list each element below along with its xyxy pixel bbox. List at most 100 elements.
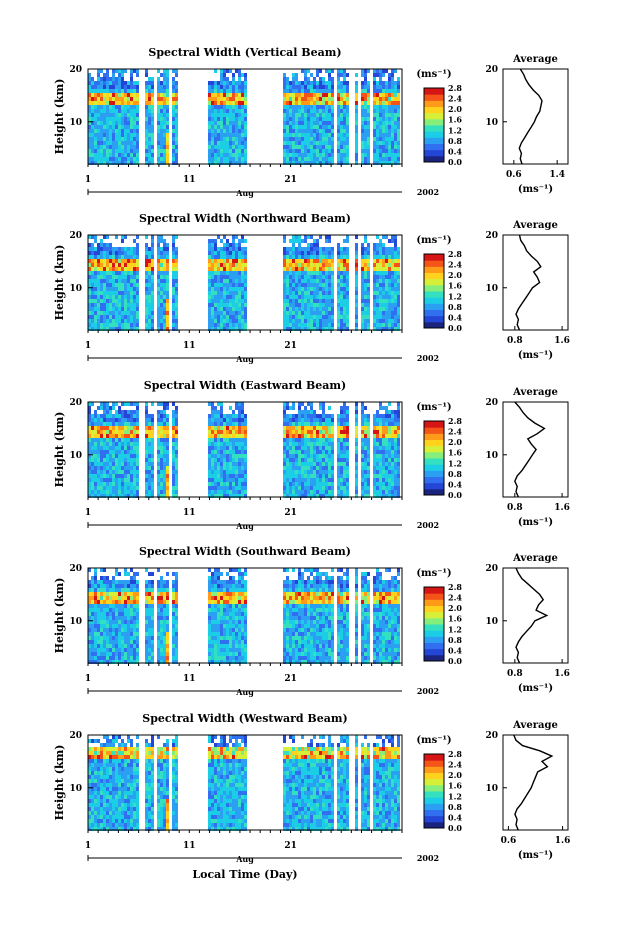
- heatmap-cell: [379, 255, 382, 259]
- heatmap-cell: [211, 462, 214, 466]
- heatmap-cell: [289, 478, 292, 482]
- heatmap-cell: [313, 486, 316, 490]
- heatmap-cell: [112, 85, 115, 89]
- heatmap-cell: [307, 402, 310, 406]
- heatmap-cell: [232, 73, 235, 77]
- heatmap-cell: [283, 466, 286, 470]
- heatmap-cell: [325, 133, 328, 137]
- heatmap-cell: [232, 149, 235, 153]
- heatmap-cell: [397, 109, 400, 113]
- heatmap-cell: [313, 145, 316, 149]
- heatmap-cell: [208, 438, 211, 442]
- heatmap-cell: [367, 145, 370, 149]
- heatmap-cell: [343, 157, 346, 161]
- heatmap-cell: [319, 283, 322, 287]
- heatmap-cell: [214, 474, 217, 478]
- heatmap-cell: [340, 291, 343, 295]
- heatmap-cell: [166, 125, 169, 129]
- heatmap-cell: [382, 311, 385, 315]
- heatmap-cell: [295, 307, 298, 311]
- heatmap-cell: [340, 430, 343, 434]
- heatmap-cell: [361, 295, 364, 299]
- heatmap-cell: [148, 251, 151, 255]
- heatmap-cell: [307, 414, 310, 418]
- heatmap-cell: [391, 101, 394, 105]
- heatmap-cell: [238, 462, 241, 466]
- heatmap-cell: [328, 422, 331, 426]
- heatmap-cell: [397, 145, 400, 149]
- heatmap-cell: [295, 319, 298, 323]
- heatmap-cell: [367, 89, 370, 93]
- heatmap-cell: [310, 446, 313, 450]
- heatmap-cell: [331, 454, 334, 458]
- heatmap-cell: [160, 125, 163, 129]
- heatmap-cell: [331, 482, 334, 486]
- heatmap-cell: [229, 442, 232, 446]
- heatmap-cell: [310, 478, 313, 482]
- heatmap-cell: [115, 81, 118, 85]
- heatmap-cell: [379, 319, 382, 323]
- heatmap-cell: [175, 470, 178, 474]
- heatmap-cell: [121, 283, 124, 287]
- heatmap-cell: [232, 93, 235, 97]
- heatmap-cell: [124, 458, 127, 462]
- heatmap-cell: [325, 478, 328, 482]
- heatmap-cell: [151, 482, 154, 486]
- heatmap-cell: [97, 494, 100, 498]
- heatmap-cell: [328, 470, 331, 474]
- heatmap-cell: [163, 299, 166, 303]
- heatmap-cell: [319, 430, 322, 434]
- heatmap-cell: [307, 470, 310, 474]
- heatmap-cell: [97, 275, 100, 279]
- heatmap-cell: [286, 478, 289, 482]
- heatmap-cell: [226, 149, 229, 153]
- heatmap-cell: [133, 486, 136, 490]
- heatmap-cell: [346, 478, 349, 482]
- heatmap-cell: [91, 478, 94, 482]
- heatmap-cell: [88, 454, 91, 458]
- heatmap-cell: [364, 450, 367, 454]
- heatmap-cell: [310, 470, 313, 474]
- heatmap-cell: [97, 263, 100, 267]
- heatmap-cell: [91, 422, 94, 426]
- heatmap-cell: [322, 299, 325, 303]
- heatmap-cell: [301, 263, 304, 267]
- heatmap-cell: [367, 438, 370, 442]
- heatmap-cell: [346, 283, 349, 287]
- heatmap-cell: [211, 442, 214, 446]
- heatmap-cell: [208, 426, 211, 430]
- heatmap-cell: [148, 141, 151, 145]
- heatmap-cell: [88, 442, 91, 446]
- heatmap-cell: [286, 434, 289, 438]
- heatmap-cell: [229, 462, 232, 466]
- heatmap-cell: [319, 311, 322, 315]
- heatmap-cell: [157, 259, 160, 263]
- heatmap-cell: [88, 406, 91, 410]
- heatmap-cell: [226, 89, 229, 93]
- heatmap-cell: [394, 161, 397, 165]
- heatmap-cell: [307, 149, 310, 153]
- heatmap-cell: [88, 291, 91, 295]
- heatmap-cell: [115, 295, 118, 299]
- heatmap-cell: [133, 327, 136, 331]
- heatmap-cell: [232, 283, 235, 287]
- heatmap-cell: [244, 73, 247, 77]
- heatmap-cell: [217, 422, 220, 426]
- heatmap-cell: [223, 299, 226, 303]
- heatmap-cell: [301, 442, 304, 446]
- heatmap-cell: [391, 271, 394, 275]
- heatmap-cell: [376, 235, 379, 239]
- heatmap-cell: [391, 267, 394, 271]
- heatmap-cell: [232, 117, 235, 121]
- heatmap-cell: [343, 89, 346, 93]
- heatmap-cell: [226, 295, 229, 299]
- heatmap-cell: [343, 109, 346, 113]
- heatmap-cell: [376, 434, 379, 438]
- heatmap-cell: [337, 327, 340, 331]
- heatmap-cell: [121, 251, 124, 255]
- heatmap-cell: [136, 113, 139, 117]
- heatmap-cell: [100, 161, 103, 165]
- heatmap-cell: [391, 247, 394, 251]
- heatmap-cell: [301, 93, 304, 97]
- heatmap-cell: [289, 430, 292, 434]
